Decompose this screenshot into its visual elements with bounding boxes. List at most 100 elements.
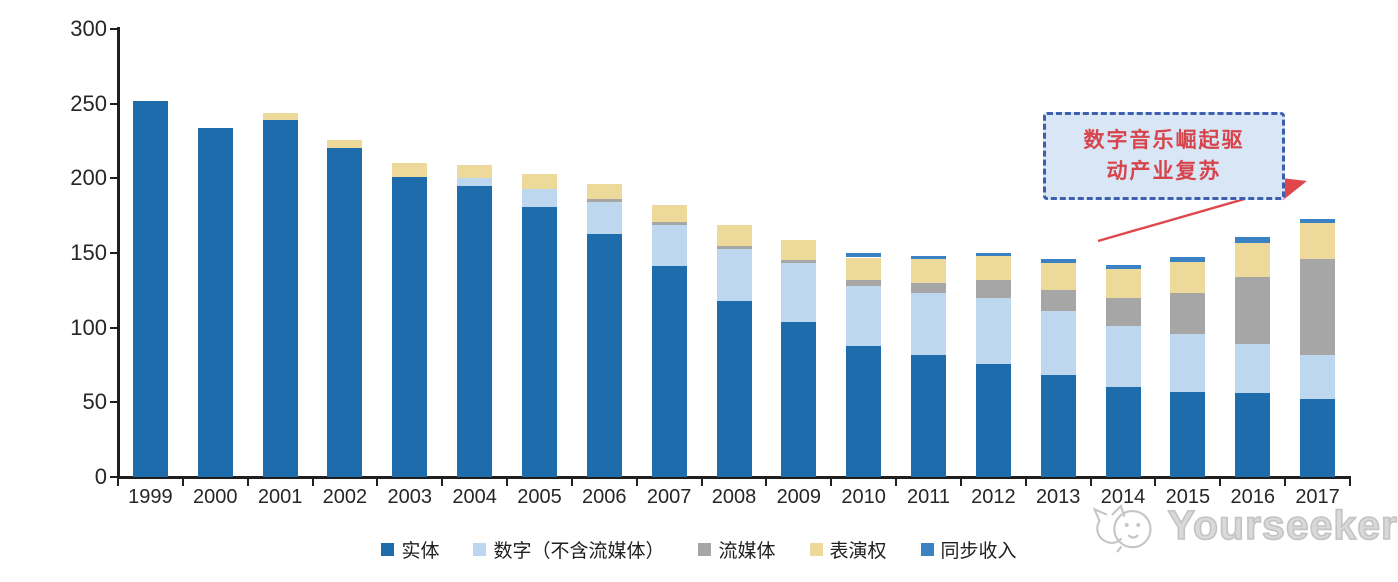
bar-segment [262, 112, 298, 121]
bar-segment [975, 297, 1011, 364]
bar-segment [1170, 257, 1206, 262]
bar-segment [975, 256, 1011, 280]
x-axis-label: 2007 [646, 486, 692, 508]
stacked-bar-2008 [716, 224, 752, 477]
x-axis-label: 2012 [971, 486, 1016, 508]
x-axis-tick [1349, 479, 1351, 486]
bar-segment [651, 221, 687, 225]
bar-segment [911, 282, 947, 294]
y-axis-label: 250 [70, 90, 107, 116]
x-axis-tick [635, 479, 638, 486]
x-axis-tick [959, 479, 962, 486]
bar-segment [1040, 311, 1076, 376]
x-axis-tick [117, 479, 119, 486]
stacked-bar-2005 [521, 173, 557, 477]
bar-segment [521, 188, 557, 207]
legend-label: 实体 [401, 541, 440, 562]
bar-segment [1040, 263, 1076, 291]
bar-segment [846, 279, 882, 286]
bar-segment [651, 224, 687, 267]
x-axis-label: 2017 [1295, 486, 1340, 508]
x-axis-label: 1999 [128, 486, 173, 508]
y-axis-label: 0 [94, 464, 107, 489]
bar-segment [586, 199, 622, 203]
y-axis-tick [110, 476, 118, 478]
bar-segment [327, 148, 363, 477]
y-axis-label: 200 [70, 165, 107, 191]
stacked-bar-2002 [327, 139, 363, 477]
legend-swatch-icon [473, 543, 487, 556]
stacked-bar-2004 [457, 164, 493, 477]
x-axis-label: 2004 [452, 486, 497, 508]
bar-segment [1235, 236, 1271, 243]
legend-item: 流媒体 [698, 536, 776, 563]
legend-label: 流媒体 [718, 541, 776, 562]
bar-segment [457, 164, 493, 179]
bar-segment [327, 139, 363, 149]
x-axis-tick [181, 479, 184, 486]
bar-segment [911, 255, 947, 259]
x-axis-label: 2009 [776, 486, 822, 508]
bar-segment [1170, 261, 1206, 294]
x-axis-tick [895, 479, 898, 486]
x-axis-tick [311, 479, 314, 486]
x-axis-tick [376, 479, 379, 486]
x-axis-label: 2005 [517, 486, 562, 508]
bar-segment [392, 176, 428, 477]
x-axis-tick [506, 479, 509, 486]
bar-segment [1300, 218, 1336, 224]
x-axis-label: 2006 [582, 486, 627, 508]
bar-segment [586, 233, 622, 477]
bar-segment [846, 285, 882, 346]
bar-segment [132, 100, 168, 477]
bar-segment [521, 173, 557, 189]
bar-segment [1105, 264, 1141, 270]
bar-segment [1040, 258, 1076, 264]
annotation-text-line1: 数字音乐崛起驱 [1083, 129, 1245, 152]
x-axis-label: 2016 [1230, 486, 1275, 508]
x-axis-label: 2015 [1165, 486, 1211, 508]
bar-segment [1235, 242, 1271, 277]
x-axis-line [117, 476, 1351, 479]
stacked-bar-2010 [846, 253, 882, 477]
bar-segment [716, 300, 752, 477]
legend-item: 同步收入 [920, 536, 1017, 563]
x-axis-label: 2003 [387, 486, 433, 508]
bar-segment [911, 258, 947, 283]
legend-swatch-icon [698, 543, 712, 556]
x-axis-tick [1024, 479, 1027, 486]
bar-segment [911, 293, 947, 355]
stacked-bar-2003 [392, 163, 428, 477]
stacked-bar-1999 [132, 100, 168, 477]
x-axis-tick [1154, 479, 1157, 486]
bar-segment [1170, 333, 1206, 392]
chart-legend: 实体 数字（不含流媒体） 流媒体 表演权 同步收入 [0, 536, 1398, 563]
bar-segment [1105, 326, 1141, 388]
annotation-callout: 数字音乐崛起驱 动产业复苏 [1043, 112, 1285, 200]
y-axis-label: 50 [82, 389, 107, 415]
y-axis-label: 300 [70, 16, 107, 41]
bar-segment [1300, 354, 1336, 400]
bar-segment [521, 206, 557, 477]
y-axis-tick [110, 28, 118, 30]
bar-segment [651, 205, 687, 222]
annotation-text-line2: 动产业复苏 [1106, 160, 1222, 183]
bar-segment [1105, 269, 1141, 298]
x-axis-tick [441, 479, 444, 486]
x-axis-label: 2002 [322, 486, 368, 508]
x-axis-tick [700, 479, 703, 486]
x-axis-tick [246, 479, 249, 486]
x-axis-tick [1284, 479, 1287, 486]
bar-segment [197, 127, 233, 477]
y-axis-label: 150 [70, 240, 107, 265]
bar-segment [651, 266, 687, 477]
x-axis-label: 2000 [192, 486, 238, 508]
bar-segment [781, 321, 817, 477]
legend-swatch-icon [809, 543, 823, 556]
y-axis-tick [110, 326, 118, 329]
legend-swatch-icon [920, 543, 934, 556]
x-axis-tick [765, 479, 768, 486]
stacked-bar-2001 [262, 112, 298, 477]
stacked-bar-2009 [781, 239, 817, 477]
